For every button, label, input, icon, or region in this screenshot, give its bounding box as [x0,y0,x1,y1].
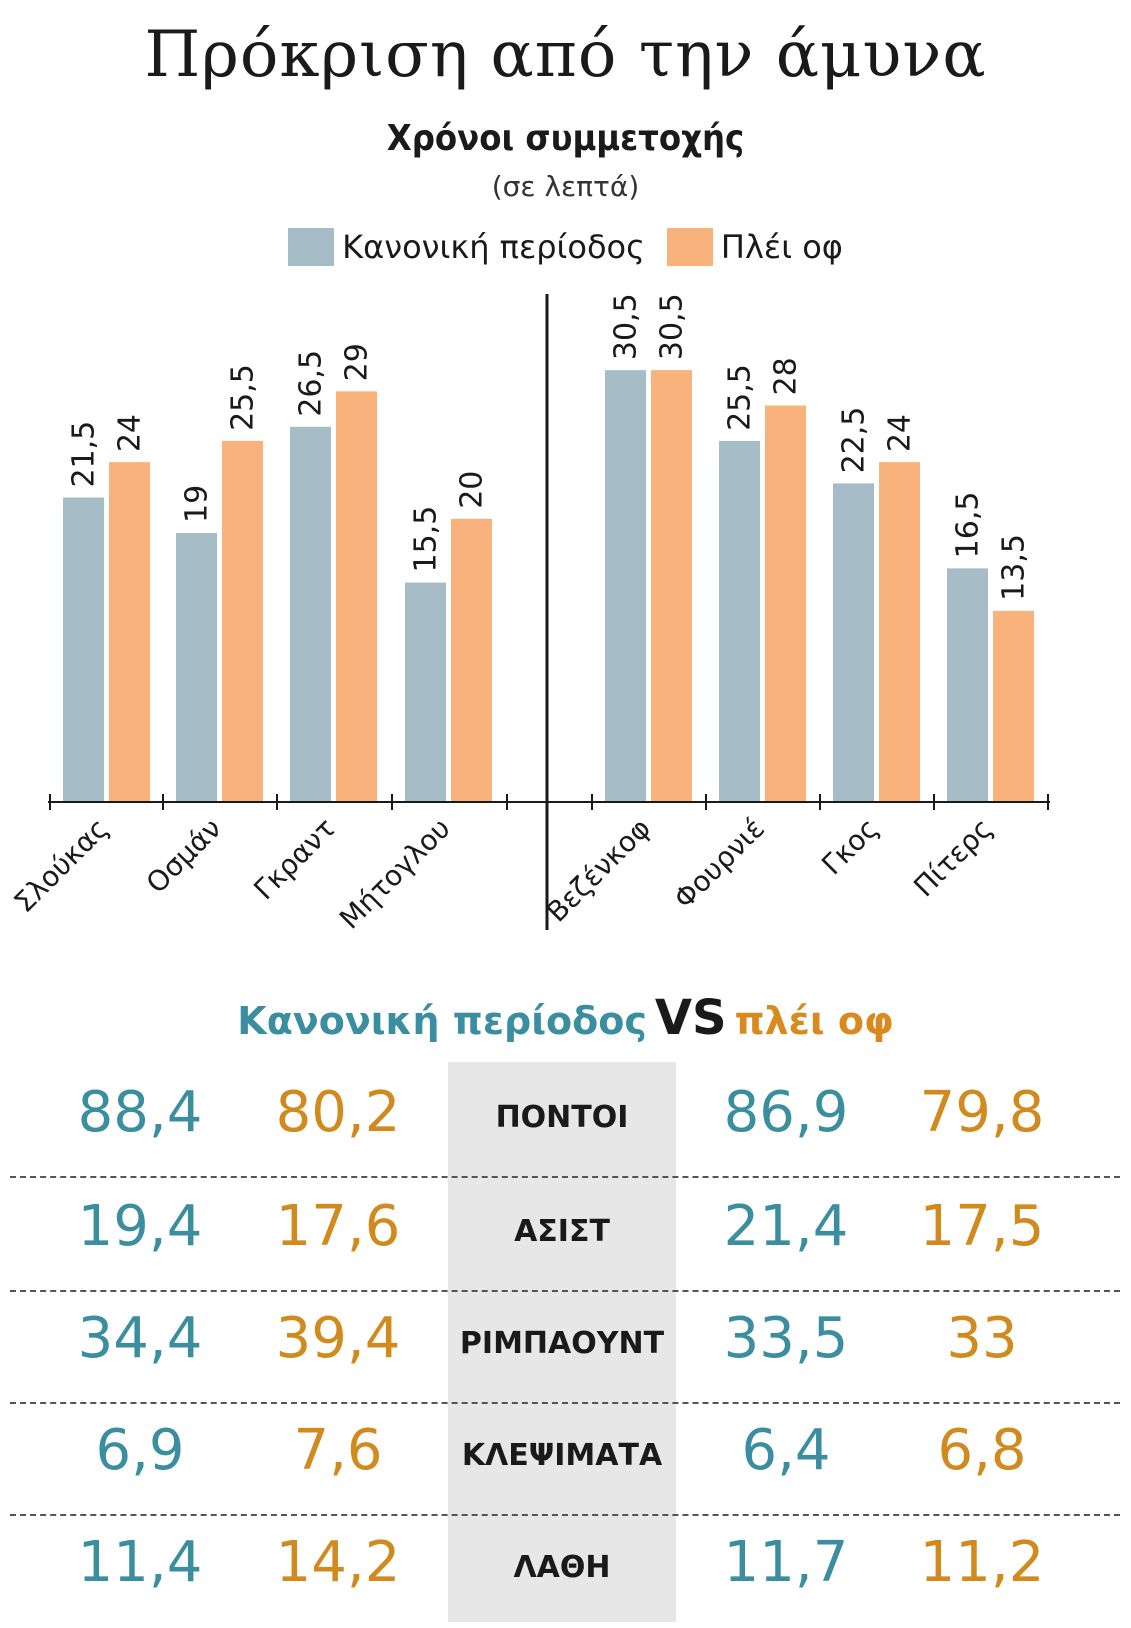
right-regular-value: 86,9 [723,1080,849,1145]
category-label: Πίτερς [907,812,999,904]
left-regular-value: 19,4 [77,1194,203,1259]
data-label: 19 [180,485,215,523]
bar-playoffs [765,405,806,802]
data-label: 25,5 [723,364,758,431]
category-label: Σλούκας [7,812,114,919]
stat-label: ΚΛΕΨΙΜΑΤΑ [461,1438,663,1473]
right-regular-value: 33,5 [723,1306,849,1371]
data-label: 21,5 [67,421,102,488]
data-label: 30,5 [609,293,644,360]
left-playoffs-value: 80,2 [275,1080,401,1145]
data-label: 20 [455,471,490,509]
stat-label: ΡΙΜΠΑΟΥΝΤ [459,1326,665,1361]
bar-regular [290,426,331,802]
bar-chart: 21,5 24 Σλούκας 19 25,5 Οσμάν 26,5 29 Γκραντ 15,5… [7,293,1050,936]
stat-label: ΑΣΙΣΤ [514,1214,610,1249]
right-regular-value: 6,4 [741,1418,831,1483]
category-label: Βεζένκοφ [540,812,657,929]
left-regular-value: 88,4 [77,1080,203,1145]
table-row: 88,4 80,2 ΠΟΝΤΟΙ 86,9 79,8 [10,1062,1120,1178]
bar-regular [176,532,217,802]
right-playoffs-value: 6,8 [937,1418,1027,1483]
bar-regular [719,440,760,802]
right-playoffs-value: 33 [946,1306,1018,1371]
bar-playoffs [451,518,492,802]
row-divider [10,1176,1120,1178]
legend-label-regular: Κανονική περίοδος [342,228,645,266]
table-row: 6,9 7,6 ΚΛΕΨΙΜΑΤΑ 6,4 6,8 [10,1400,1120,1516]
chart-unit: (σε λεπτά) [491,170,640,203]
data-label: 25,5 [226,364,261,431]
chart-subtitle: Χρόνοι συμμετοχής [386,118,745,159]
legend-label-playoffs: Πλέι οφ [720,228,843,266]
bar-regular [947,568,988,802]
legend-item-playoffs: Πλέι οφ [666,228,843,266]
right-playoffs-value: 79,8 [919,1080,1045,1145]
bar-playoffs [222,440,263,802]
data-label: 16,5 [951,492,986,559]
bar-regular [833,483,874,802]
category-label: Γκος [815,812,885,882]
row-divider [10,1402,1120,1404]
category-label: Φουρνιέ [667,812,771,916]
data-label: 15,5 [409,506,444,573]
data-label: 13,5 [997,534,1032,601]
category-label: Γκραντ [247,812,342,907]
data-label: 30,5 [655,293,690,360]
row-divider [10,1514,1120,1516]
left-playoffs-value: 39,4 [275,1306,401,1371]
table-row: 11,4 14,2 ΛΑΘΗ 11,7 11,2 [10,1512,1120,1628]
chart-legend: Κανονική περίοδος Πλέι οφ [0,228,1131,266]
data-label: 26,5 [294,350,329,417]
legend-item-regular: Κανονική περίοδος [288,228,645,266]
data-label: 24 [113,414,148,452]
data-label: 22,5 [837,407,872,474]
left-regular-value: 11,4 [77,1530,203,1595]
bar-playoffs [651,370,692,802]
legend-swatch-regular [288,228,335,266]
page-title: Πρόκριση από την άμυνα [144,18,987,92]
bar-playoffs [993,610,1034,802]
bar-playoffs [336,391,377,802]
right-playoffs-value: 11,2 [919,1530,1045,1595]
stat-label: ΠΟΝΤΟΙ [495,1100,629,1135]
bar-regular [405,582,446,802]
stat-label: ΛΑΘΗ [513,1550,611,1585]
bar-playoffs [109,462,150,802]
bar-regular [605,370,646,802]
left-regular-value: 6,9 [95,1418,185,1483]
bar-playoffs [879,462,920,802]
left-playoffs-value: 17,6 [275,1194,401,1259]
stat-label-column [448,1062,676,1622]
data-label: 29 [340,343,375,381]
category-label: Μήτογλου [333,812,457,936]
comparison-heading-playoffs: πλέι οφ [734,999,894,1043]
comparison-heading-regular: Κανονική περίοδος [237,999,647,1043]
data-label: 24 [883,414,918,452]
left-playoffs-value: 7,6 [293,1418,383,1483]
table-row: 19,4 17,6 ΑΣΙΣΤ 21,4 17,5 [10,1176,1120,1292]
right-playoffs-value: 17,5 [919,1194,1045,1259]
right-regular-value: 21,4 [723,1194,849,1259]
left-regular-value: 34,4 [77,1306,203,1371]
left-playoffs-value: 14,2 [275,1530,401,1595]
comparison-heading: Κανονική περίοδος VS πλέι οφ [0,990,1131,1046]
right-regular-value: 11,7 [723,1530,849,1595]
comparison-heading-vs: VS [654,990,727,1046]
row-divider [10,1290,1120,1292]
category-label: Οσμάν [140,812,228,900]
legend-swatch-playoffs [666,228,713,266]
data-label: 28 [769,357,804,395]
table-row: 34,4 39,4 ΡΙΜΠΑΟΥΝΤ 33,5 33 [10,1288,1120,1404]
bar-regular [63,497,104,802]
